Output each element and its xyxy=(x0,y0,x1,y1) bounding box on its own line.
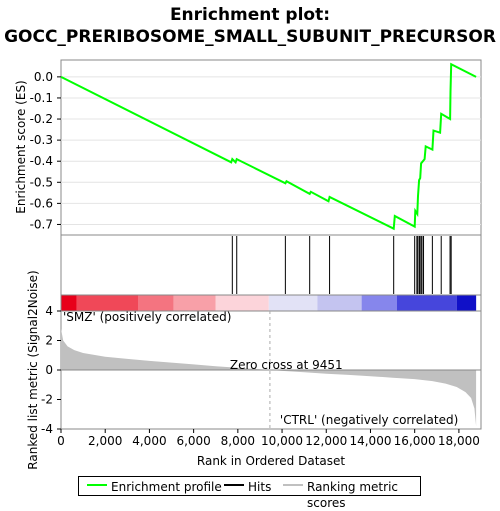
positive-correlation-label: 'SMZ' (positively correlated) xyxy=(63,310,231,324)
x-tick-label: 4,000 xyxy=(132,434,166,448)
legend-label-hits: Hits xyxy=(248,480,272,494)
es-panel xyxy=(60,59,482,236)
legend-swatch-enrichment xyxy=(87,484,107,486)
x-tick-label: 8,000 xyxy=(221,434,255,448)
heatbar-segment xyxy=(61,295,77,311)
es-y-tick-label: 0.0 xyxy=(34,70,53,84)
es-axis-label: Enrichment score (ES) xyxy=(14,80,28,213)
negative-correlation-label: 'CTRL' (negatively correlated) xyxy=(280,413,458,427)
x-tick-label: 2,000 xyxy=(88,434,122,448)
x-axis-label: Rank in Ordered Dataset xyxy=(197,454,345,468)
x-tick-label: 16,000 xyxy=(394,434,436,448)
x-tick-label: 6,000 xyxy=(176,434,210,448)
metric-y-tick-label: 4 xyxy=(45,304,53,318)
legend-label-ranking: Ranking metric scores xyxy=(307,480,398,510)
heatbar-segment xyxy=(268,295,318,311)
es-y-tick-label: -0.1 xyxy=(30,91,53,105)
x-tick-label: 12,000 xyxy=(305,434,347,448)
x-tick-label: 10,000 xyxy=(261,434,303,448)
heatbar-segment xyxy=(397,295,457,311)
x-tick-label: 18,000 xyxy=(438,434,480,448)
heatbar-segment xyxy=(173,295,216,311)
chart-title-line1: Enrichment plot: xyxy=(169,5,331,25)
heatbar-segment xyxy=(361,295,397,311)
heatbar-segment xyxy=(456,295,477,311)
legend-swatch-hits xyxy=(224,484,244,486)
metric-axis-label: Ranked list metric (Signal2Noise) xyxy=(26,270,40,469)
metric-y-tick-label: 0 xyxy=(45,363,53,377)
es-y-tick-label: -0.6 xyxy=(30,196,53,210)
enrichment-plot: 0.0 -0.1 -0.2 -0.3 -0.4 -0.5 -0.6 -0.7 Zero cro… xyxy=(14,59,482,470)
ranking-metric-area xyxy=(61,328,477,427)
x-tick-label: 14,000 xyxy=(349,434,391,448)
es-y-tick-label: -0.2 xyxy=(30,112,53,126)
es-y-tick-label: -0.5 xyxy=(30,175,53,189)
heatbar-segment xyxy=(215,295,269,311)
chart-title-line2: GOCC_PRERIBOSOME_SMALL_SUBUNIT_PRECURSOR xyxy=(4,27,496,47)
metric-y-tick-label: 2 xyxy=(45,334,53,348)
es-y-tick-label: -0.4 xyxy=(30,154,53,168)
legend-swatch-ranking xyxy=(283,484,303,486)
heatbar-segment xyxy=(138,295,174,311)
heatbar-segment xyxy=(317,295,362,311)
metric-y-tick-label: -4 xyxy=(41,422,53,436)
x-tick-label: 0 xyxy=(57,434,65,448)
heatbar-segment xyxy=(76,295,139,311)
zero-cross-label: Zero cross at 9451 xyxy=(230,358,343,372)
metric-y-tick-label: -2 xyxy=(41,393,53,407)
es-y-tick-label: -0.3 xyxy=(30,133,53,147)
enrichment-profile-line xyxy=(60,62,477,231)
legend-label-enrichment: Enrichment profile xyxy=(111,480,222,494)
legend: Enrichment profile Hits Ranking metric s… xyxy=(78,476,421,510)
es-y-tick-label: -0.7 xyxy=(30,217,53,231)
